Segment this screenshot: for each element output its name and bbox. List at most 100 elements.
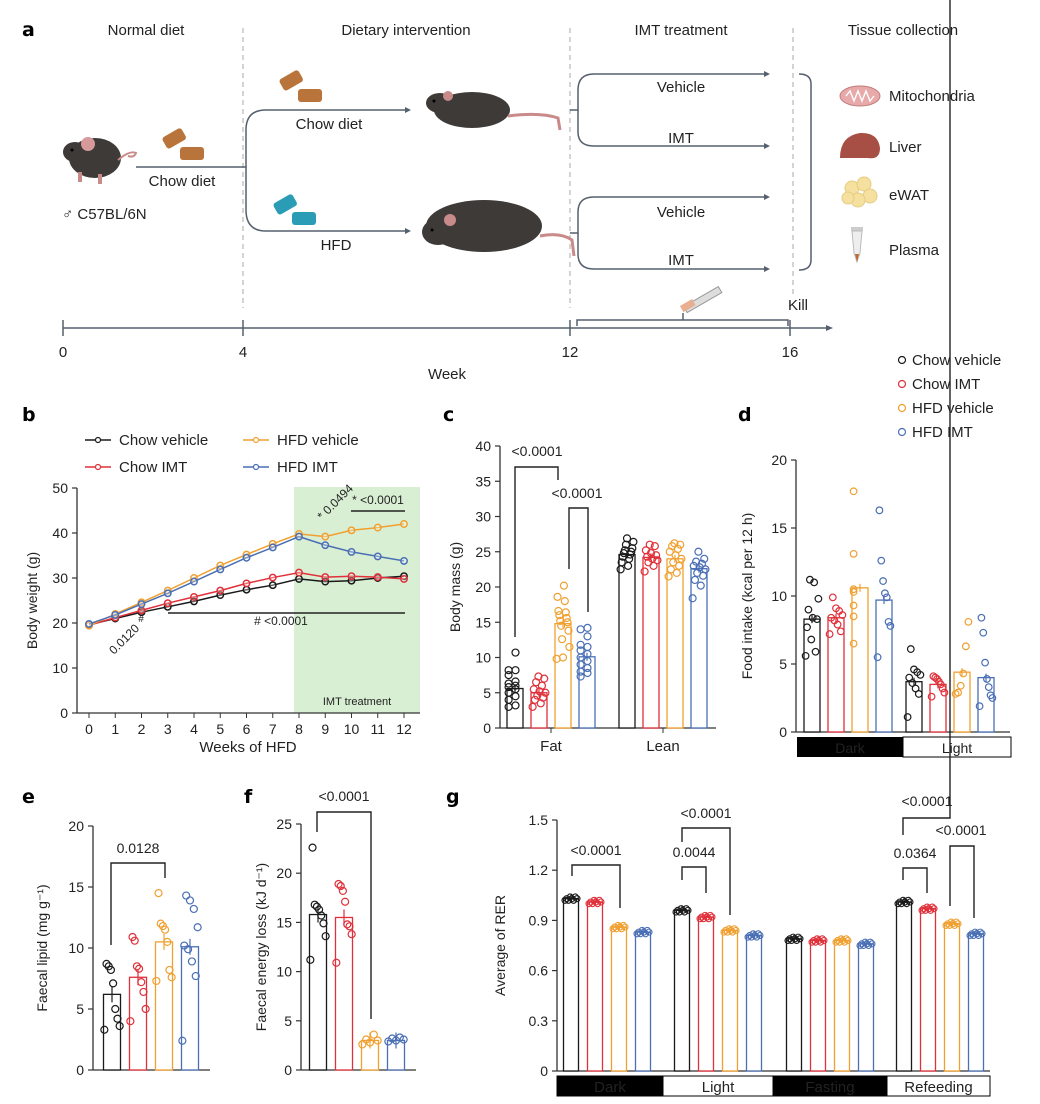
timeline-tick-label: 12 [562, 344, 579, 361]
data-point [751, 931, 759, 940]
data-point [590, 896, 598, 904]
y-tick-label: 40 [475, 438, 491, 454]
data-point [369, 1030, 378, 1039]
phase-tissue-collection: Tissue collection [848, 22, 958, 39]
data-point [312, 902, 322, 911]
data-point [786, 935, 794, 943]
bar [697, 916, 715, 1072]
legend-label: Chow IMT [119, 459, 187, 476]
data-point [944, 920, 952, 928]
data-point [641, 546, 650, 555]
data-point [703, 913, 711, 921]
data-point [784, 936, 792, 945]
data-point [529, 685, 538, 694]
data-point [568, 895, 576, 903]
panel-label-b: b [22, 404, 36, 426]
data-point [746, 931, 754, 940]
data-point [976, 928, 984, 936]
data-point [796, 935, 804, 943]
data-point [321, 532, 330, 541]
data-point [345, 922, 354, 931]
treatment-arrow [570, 73, 768, 111]
data-point [949, 920, 957, 928]
data-point [899, 896, 907, 904]
panel-g-rer: g 0 0.3 0.6 0.9 1.2 1.5 Average of RER Dark Ligh… [446, 0, 991, 1097]
data-point [182, 891, 191, 900]
bar [967, 933, 985, 1072]
significance-bracket [902, 867, 928, 893]
data-point [295, 532, 303, 541]
y-tick-label: 1.5 [529, 812, 549, 828]
arrowhead [405, 107, 411, 113]
bar [851, 587, 869, 733]
data-point [906, 898, 914, 906]
data-point [694, 547, 703, 556]
data-point [178, 1036, 187, 1045]
data-point [754, 930, 762, 938]
data-point [566, 893, 574, 901]
data-point [696, 581, 705, 590]
data-point [690, 575, 700, 585]
panel-label-c: c [443, 404, 454, 426]
data-point [674, 906, 682, 914]
data-point [814, 594, 823, 603]
y-tick-label: 30 [52, 570, 68, 586]
y-axis-label: Faecal lipid (mg g⁻¹) [34, 884, 50, 1011]
data-point [189, 904, 198, 914]
data-point [134, 964, 144, 973]
data-point [696, 915, 704, 923]
data-point [585, 900, 593, 908]
data-point [167, 973, 176, 982]
data-point [533, 691, 542, 700]
data-point [587, 898, 595, 906]
syringe-icon [679, 285, 723, 314]
data-point [820, 936, 828, 945]
tissue-label: eWAT [889, 187, 929, 204]
data-point [903, 713, 912, 721]
data-point [558, 653, 568, 662]
x-tick-label: 4 [190, 721, 198, 737]
data-point [828, 593, 837, 602]
treatment-arrow [570, 196, 768, 234]
x-category-label: Fat [540, 738, 563, 755]
data-point [562, 613, 571, 623]
data-point [986, 691, 995, 700]
data-point [954, 920, 962, 928]
data-point [849, 601, 858, 610]
data-point [621, 923, 629, 931]
data-point [832, 604, 840, 613]
initial-diet-label: Chow diet [149, 173, 217, 190]
data-point [905, 673, 914, 682]
data-point [849, 487, 858, 496]
chow-pellet-icon [279, 70, 322, 102]
significance-bracket [681, 827, 731, 915]
light-period-bar [902, 736, 1012, 758]
data-point [884, 617, 893, 626]
data-point [643, 926, 651, 934]
y-tick-label: 10 [68, 940, 84, 956]
kill-label: Kill [788, 297, 808, 314]
branch-arrow-chow [243, 109, 405, 168]
group-legend: Chow vehicle Chow IMT HFD vehicle HFD IMT [897, 352, 1001, 441]
bar [666, 558, 684, 729]
legend-marker [897, 403, 907, 413]
y-tick-label: 40 [52, 525, 68, 541]
data-point [928, 903, 936, 911]
bar [154, 941, 174, 1071]
y-axis-label: Faecal energy loss (kJ d⁻¹) [253, 863, 269, 1031]
data-point [981, 658, 989, 667]
p-value-label: <0.0001 [902, 793, 953, 809]
data-point [868, 940, 876, 948]
data-point [347, 572, 356, 581]
data-point [652, 551, 661, 560]
hfd-mouse-icon [422, 200, 576, 257]
data-point [620, 546, 629, 555]
data-point [622, 534, 632, 543]
mitochondria-icon [839, 85, 881, 107]
data-point [961, 642, 970, 651]
data-point [839, 936, 847, 945]
data-point [968, 930, 976, 938]
bar [905, 681, 923, 733]
chow-pellet-icon [162, 128, 204, 160]
data-point [689, 561, 698, 570]
